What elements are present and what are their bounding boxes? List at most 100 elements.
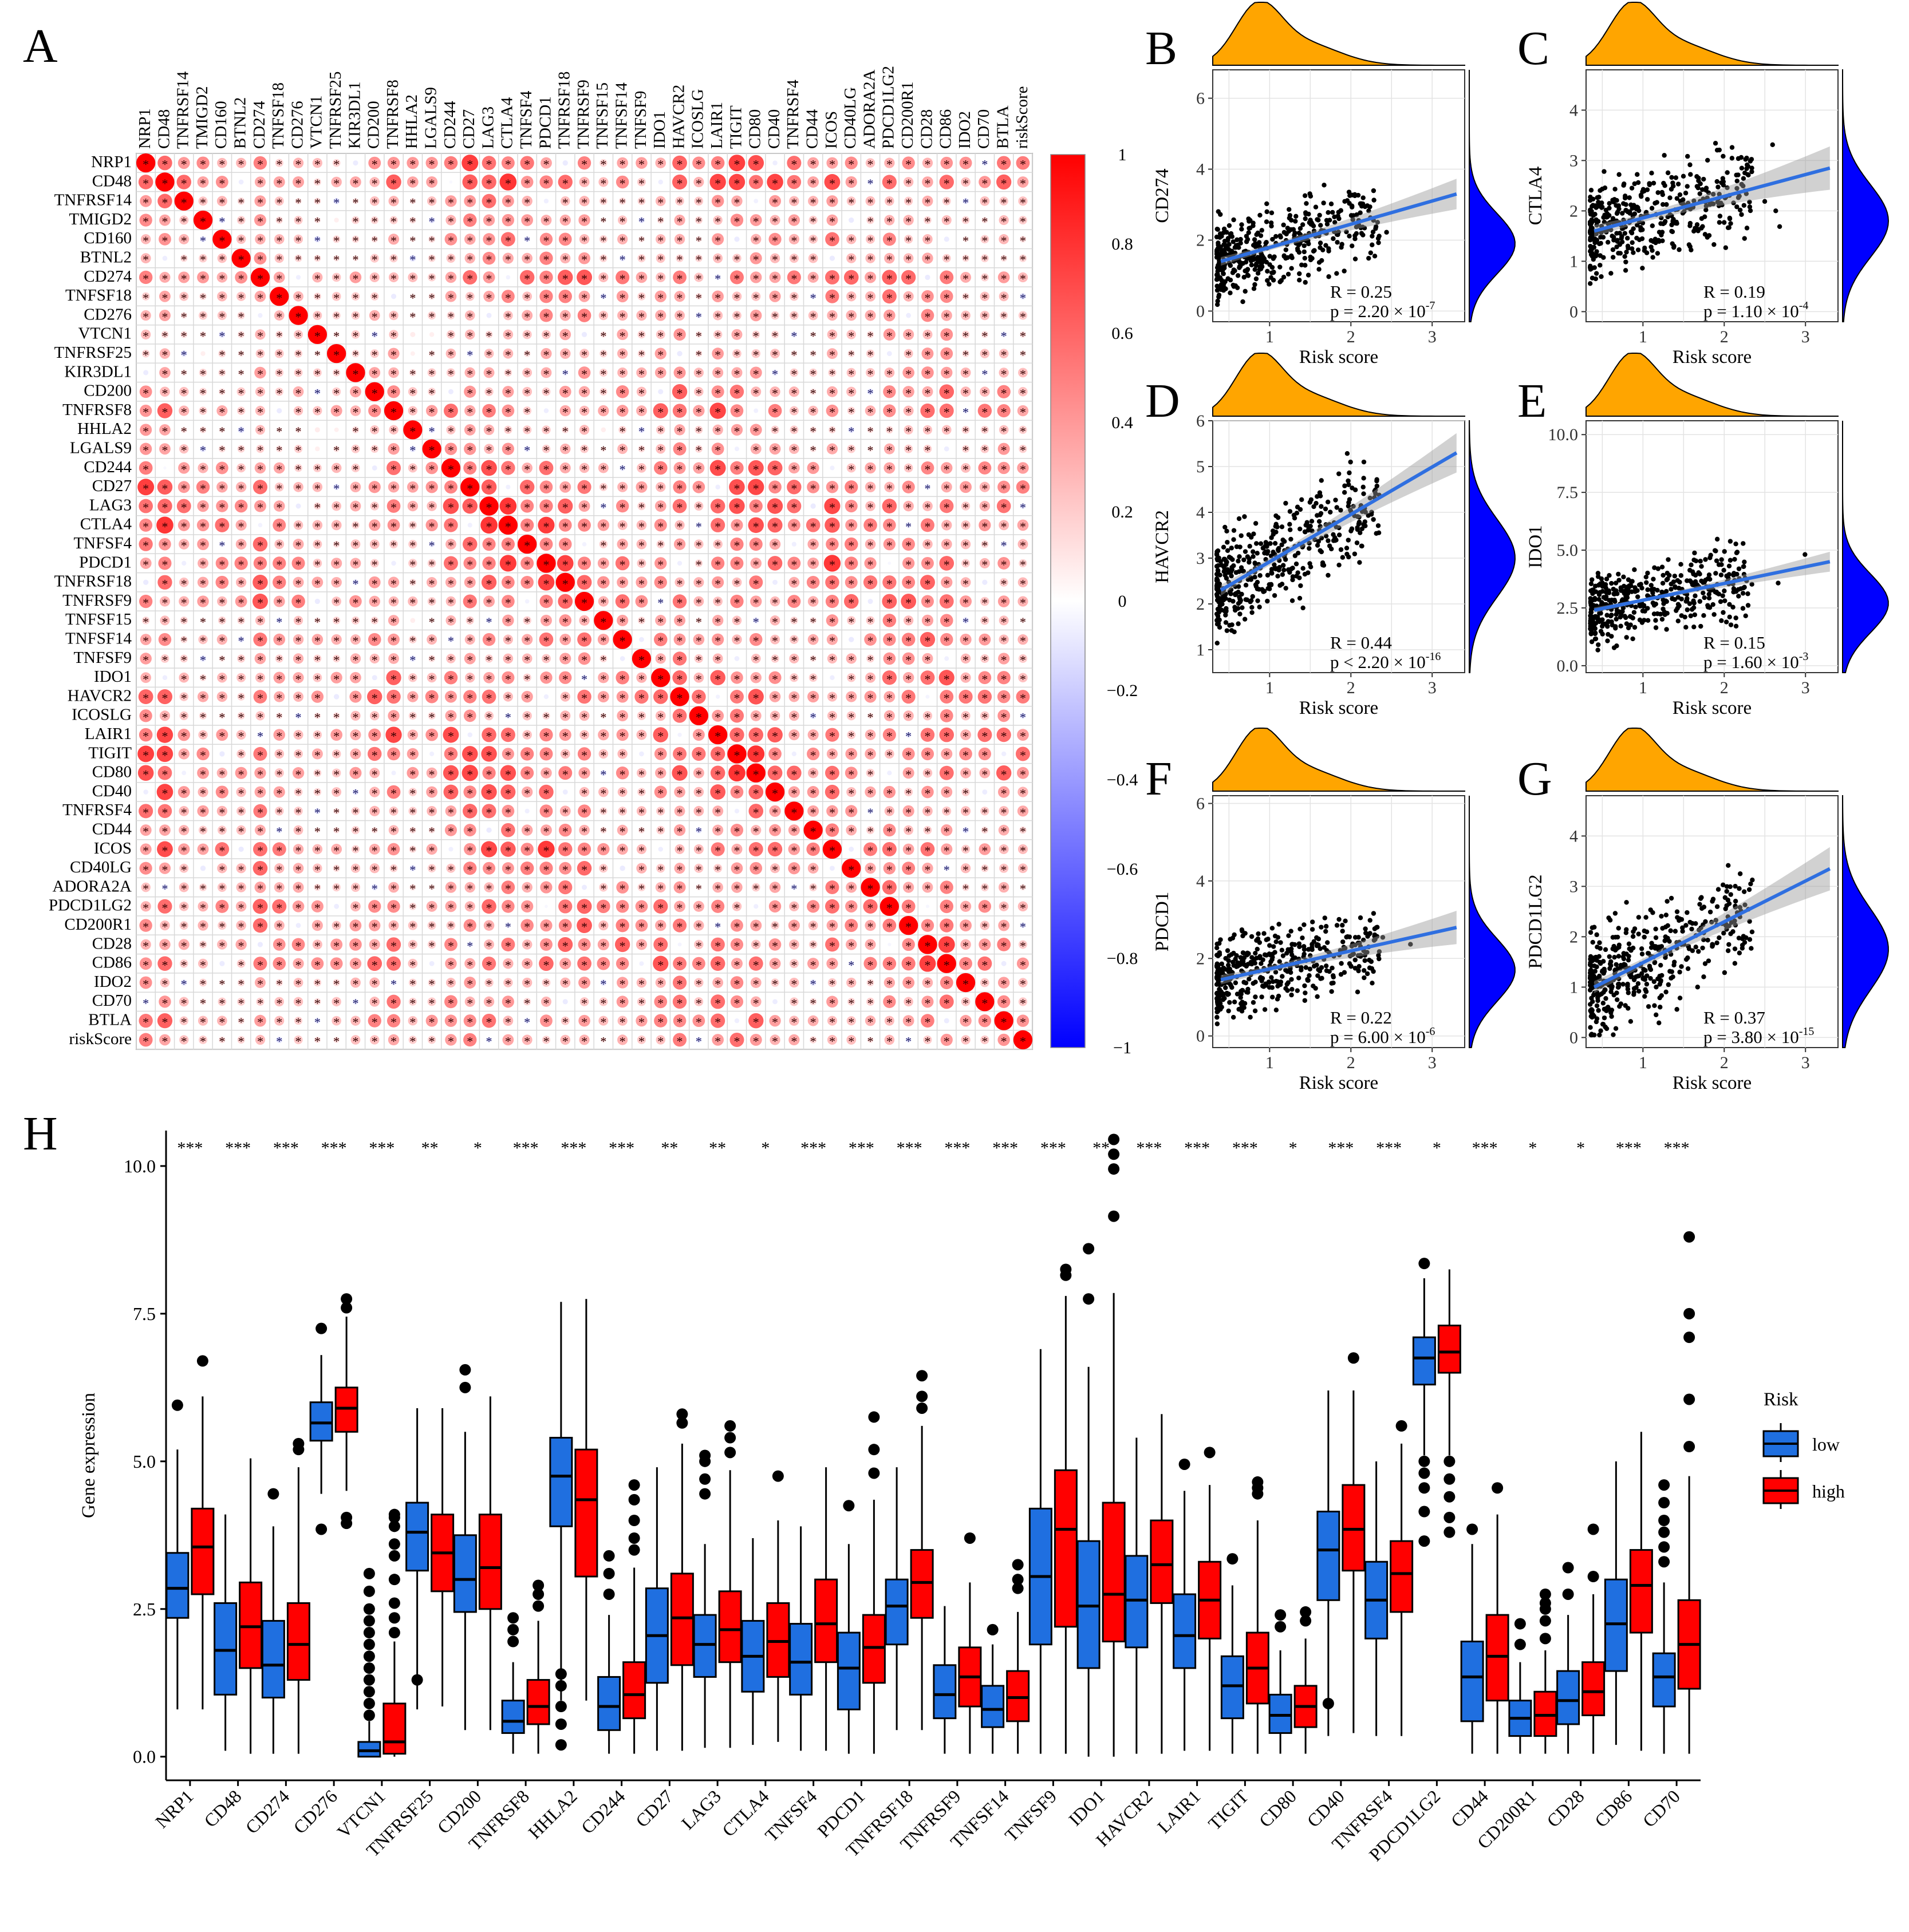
corr-cell-ICOS-CD244 bbox=[448, 847, 453, 852]
scatter-point bbox=[1239, 222, 1244, 227]
corr-cell-TMIGD2-ICOSLG bbox=[695, 216, 703, 224]
corr-marker: * bbox=[524, 386, 530, 400]
heatmap-col-label: BTNL2 bbox=[231, 97, 249, 149]
corr-marker: * bbox=[810, 558, 817, 572]
corr-marker: * bbox=[600, 977, 606, 991]
colorbar-tick-label: 0.4 bbox=[1111, 413, 1133, 432]
corr-marker: * bbox=[1001, 405, 1007, 420]
corr-marker: * bbox=[620, 252, 626, 267]
corr-marker: * bbox=[677, 900, 683, 915]
corr-marker: * bbox=[257, 634, 263, 648]
corr-marker: * bbox=[696, 519, 702, 534]
corr-marker: * bbox=[1001, 558, 1007, 572]
corr-marker: * bbox=[791, 252, 797, 267]
corr-marker: * bbox=[372, 310, 378, 324]
corr-marker: * bbox=[1020, 634, 1026, 648]
corr-marker: * bbox=[219, 462, 225, 476]
corr-cell-NRP1-KIR3DL1 bbox=[353, 160, 358, 166]
corr-marker: * bbox=[181, 787, 187, 801]
heatmap-row-label: CD276 bbox=[84, 305, 132, 323]
scatter-point bbox=[1281, 253, 1287, 258]
corr-marker: * bbox=[829, 176, 835, 191]
corr-cell-TMIGD2-TNFRSF8 bbox=[389, 216, 398, 224]
corr-marker: * bbox=[944, 519, 950, 534]
corr-marker: * bbox=[620, 805, 626, 820]
corr-marker: * bbox=[219, 234, 225, 248]
corr-cell-LAG3-CD276 bbox=[295, 503, 301, 509]
corr-marker: * bbox=[429, 539, 435, 553]
corr-marker: * bbox=[314, 329, 321, 343]
corr-marker: * bbox=[467, 215, 473, 229]
corr-marker: * bbox=[505, 462, 511, 476]
corr-marker: * bbox=[524, 252, 530, 267]
corr-marker: * bbox=[200, 234, 206, 248]
corr-marker: * bbox=[886, 215, 893, 229]
scatter-point bbox=[1311, 248, 1316, 254]
corr-marker: * bbox=[219, 767, 225, 781]
corr-marker: * bbox=[257, 996, 263, 1010]
corr-marker: * bbox=[181, 863, 187, 877]
corr-marker: * bbox=[657, 310, 664, 324]
corr-marker: * bbox=[543, 958, 549, 972]
corr-marker: * bbox=[467, 824, 473, 839]
corr-marker: * bbox=[333, 576, 340, 591]
corr-marker: * bbox=[181, 367, 187, 381]
corr-marker: * bbox=[409, 767, 416, 781]
corr-marker: * bbox=[391, 615, 397, 629]
corr-marker: * bbox=[238, 367, 244, 381]
corr-marker: * bbox=[810, 672, 817, 686]
corr-cell-TMIGD2-CD44 bbox=[808, 215, 818, 225]
corr-marker: * bbox=[620, 500, 626, 515]
corr-marker: * bbox=[848, 500, 854, 515]
scatter-point bbox=[1239, 227, 1244, 232]
corr-marker: * bbox=[638, 787, 645, 801]
corr-marker: * bbox=[333, 367, 340, 381]
corr-marker: * bbox=[391, 329, 397, 343]
heatmap-col-label: TNFRSF25 bbox=[326, 72, 345, 149]
corr-marker: * bbox=[467, 405, 473, 420]
corr-marker: * bbox=[181, 539, 187, 553]
corr-marker: * bbox=[581, 729, 587, 744]
corr-cell-HAVCR2-PDCD1 bbox=[543, 694, 549, 700]
corr-marker: * bbox=[429, 863, 435, 877]
scatter-point bbox=[1236, 245, 1241, 250]
corr-marker: * bbox=[333, 1015, 340, 1029]
corr-marker: * bbox=[429, 195, 435, 210]
corr-marker: * bbox=[524, 348, 530, 362]
corr-marker: * bbox=[543, 1015, 549, 1029]
corr-marker: * bbox=[562, 939, 569, 953]
corr-marker: * bbox=[944, 882, 950, 896]
corr-marker: * bbox=[848, 824, 854, 839]
corr-marker: * bbox=[543, 824, 549, 839]
corr-marker: * bbox=[715, 996, 721, 1010]
corr-marker: * bbox=[715, 405, 721, 420]
corr-marker: * bbox=[314, 615, 321, 629]
corr-marker: * bbox=[467, 977, 473, 991]
corr-marker: * bbox=[600, 710, 606, 724]
corr-marker: * bbox=[944, 462, 950, 476]
corr-marker: * bbox=[733, 481, 740, 496]
corr-cell-VTCN1-LGALS9 bbox=[429, 332, 435, 337]
corr-cell-VTCN1-TNFRSF9 bbox=[581, 331, 587, 337]
corr-marker: * bbox=[924, 653, 930, 667]
corr-marker: * bbox=[753, 481, 759, 496]
corr-marker: * bbox=[181, 615, 187, 629]
corr-marker: * bbox=[409, 996, 416, 1010]
corr-marker: * bbox=[448, 234, 454, 248]
corr-marker: * bbox=[524, 1015, 530, 1029]
corr-marker: * bbox=[467, 424, 473, 438]
corr-marker: * bbox=[333, 748, 340, 762]
heatmap-row-label: PDCD1 bbox=[79, 553, 132, 571]
corr-marker: * bbox=[657, 462, 664, 476]
corr-marker: * bbox=[581, 252, 587, 267]
corr-marker: * bbox=[200, 405, 206, 420]
corr-marker: * bbox=[448, 424, 454, 438]
scatter-point bbox=[1264, 201, 1269, 207]
corr-marker: * bbox=[733, 405, 740, 420]
corr-cell-NRP1-CD28 bbox=[922, 157, 933, 168]
corr-marker: * bbox=[448, 481, 454, 496]
corr-marker: * bbox=[352, 710, 358, 724]
corr-marker: * bbox=[409, 519, 416, 534]
corr-marker: * bbox=[276, 824, 282, 839]
panel-label-b: B bbox=[1145, 22, 1177, 75]
